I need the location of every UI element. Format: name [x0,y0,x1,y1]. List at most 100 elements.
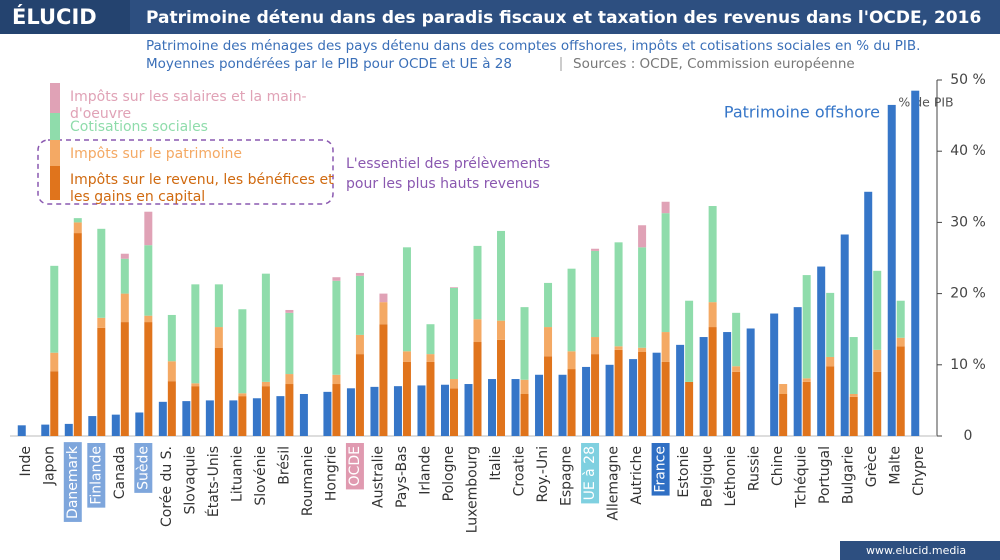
footer-band [840,541,1000,560]
stack-segment [449,379,458,389]
stack-segment [332,384,341,436]
stack-segment [449,287,458,288]
series-label: Patrimoine offshore [724,103,880,122]
stack-segment [285,374,294,385]
stack-segment [873,270,882,350]
stack-segment [685,300,694,382]
legend-label: Impôts sur le patrimoine [70,146,242,162]
offshore-bar [393,386,402,436]
stack-segment [591,250,600,338]
stack-segment [167,361,176,382]
x-tick-label: Portugal [817,446,833,504]
stack-segment [544,282,553,328]
stack-segment [238,393,247,397]
stack-segment [214,327,223,348]
stack-segment [779,393,788,436]
annotation: pour les plus hauts revenus [346,176,540,192]
stack-segment [449,287,458,380]
stack-segment [144,315,153,323]
offshore-bar [817,266,826,436]
stack-segment [355,354,364,436]
x-tick-label: Roy.-Uni [535,446,551,502]
x-label-group: Tchéquie [794,446,810,509]
offshore-bar [205,400,214,436]
legend-swatch [50,113,60,140]
x-label-group: Hongrie [323,446,339,501]
stack-segment [238,309,247,394]
stack-segment [473,319,482,343]
x-tick-label: Finlande [88,446,104,505]
x-label-group: États-Unis [205,446,222,517]
x-label-group: Japon [41,446,57,486]
x-label-group: Pays-Bas [394,446,410,508]
offshore-bar [558,374,567,436]
y-tick-label: 10 % [950,357,986,373]
legend-label: Impôts sur le revenu, les bénéfices et l… [70,172,334,205]
stack-segment [826,366,835,436]
stack-segment [614,346,623,350]
x-tick-label: Pays-Bas [394,446,410,508]
stack-segment [896,346,905,436]
stack-segment [261,273,270,382]
x-tick-label: Slovénie [253,446,269,506]
stack-segment [426,324,435,355]
x-label-group: Chypre [911,446,927,496]
stack-segment [214,284,223,328]
offshore-bar [182,401,191,436]
stack-segment [261,386,270,436]
stack-segment [473,342,482,436]
stack-segment [567,369,576,436]
stack-segment [661,361,670,436]
x-tick-label: Estonie [676,446,692,498]
x-label-group: UE à 28 [581,443,600,504]
x-tick-label: Canada [112,446,128,499]
x-tick-label: Belgique [700,446,716,507]
x-label-group: Australie [370,446,386,508]
stack-segment [638,351,647,436]
stack-segment [191,386,200,436]
stack-segment [497,320,506,340]
offshore-bar [17,425,26,436]
stack-segment [849,393,858,397]
stack-segment [708,327,717,436]
stack-segment [120,293,129,323]
stack-segment [802,275,811,379]
stack-segment [638,247,647,348]
stack-segment [120,253,129,259]
stack-segment [144,211,153,246]
stack-segment [97,228,106,318]
x-tick-label: Corée du S. [159,446,175,527]
header-band [0,0,1000,34]
stack-segment [167,314,176,362]
x-label-group: Espagne [559,446,575,506]
label-highlight [63,442,82,522]
stack-segment [379,324,388,436]
x-tick-label: Inde [18,446,34,477]
x-tick-label: Croatie [512,446,528,496]
x-label-group: Italie [488,446,504,481]
x-label-group: Belgique [700,446,716,507]
stack-segment [332,374,341,385]
x-tick-label: Slovaquie [182,446,198,514]
x-label-group: Inde [18,446,34,477]
subtitle: Moyennes pondérées par le PIB pour OCDE … [146,56,512,72]
stack-segment [661,201,670,214]
offshore-bar [864,191,873,436]
x-label-group: Grèce [864,446,880,487]
stack-segment [355,272,364,276]
stack-segment [379,302,388,325]
annotation: L'essentiel des prélèvements [346,156,550,172]
stack-segment [238,396,247,436]
offshore-bar [135,412,144,436]
stack-segment [191,284,200,384]
stack-segment [520,379,529,394]
x-tick-label: Malte [888,446,904,485]
stack-segment [567,351,576,370]
x-label-group: France [651,443,670,496]
label-highlight [651,443,670,496]
footer: www.elucid.media [866,544,966,557]
stack-segment [497,339,506,436]
offshore-bar [229,400,238,436]
x-tick-label: Chypre [911,446,927,496]
